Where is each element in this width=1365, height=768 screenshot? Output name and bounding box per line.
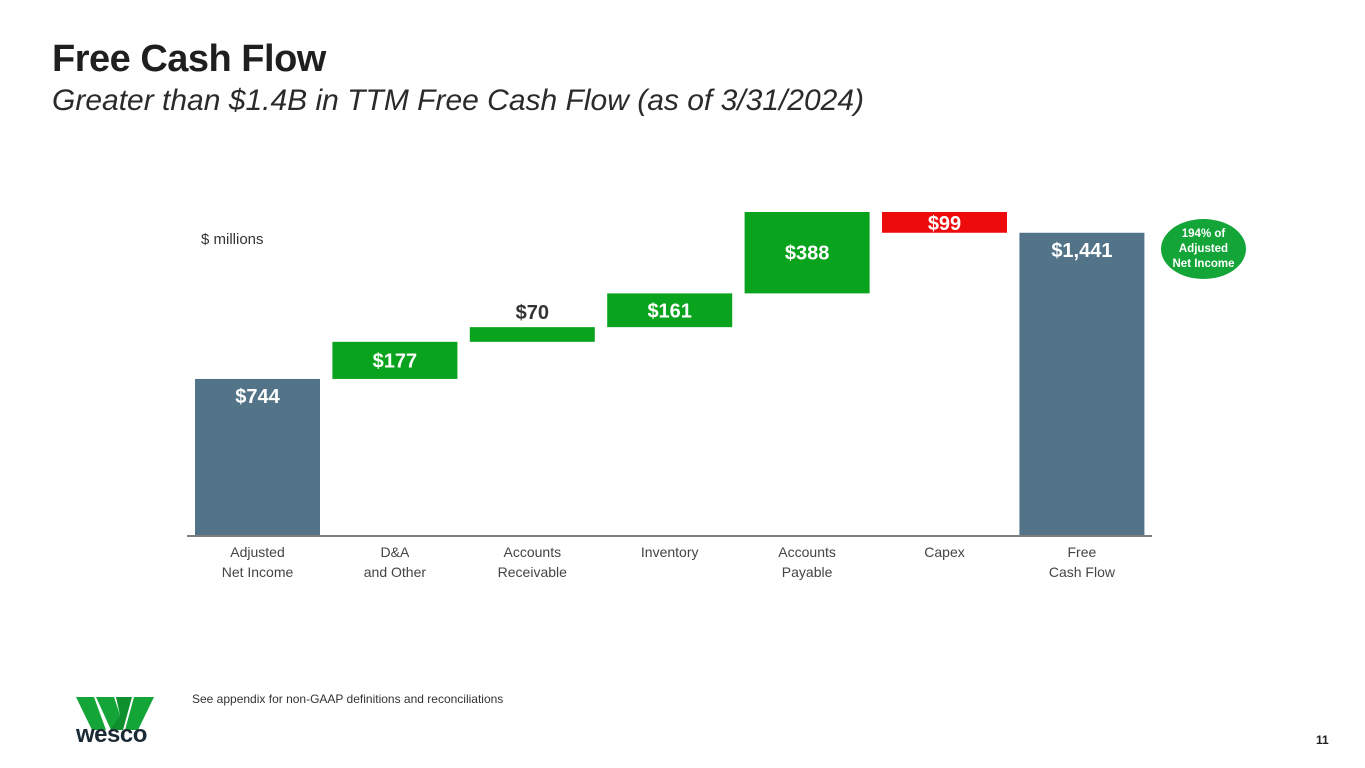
bar-6 xyxy=(1019,232,1145,535)
data-label-1: $177 xyxy=(373,350,418,372)
footnote: See appendix for non-GAAP definitions an… xyxy=(192,692,504,706)
data-label-4: $388 xyxy=(785,243,830,265)
category-label-4: Accounts Payable xyxy=(778,544,836,580)
page-number: 11 xyxy=(1316,733,1329,747)
category-label-1: D&A and Other xyxy=(364,544,427,580)
bar-3 xyxy=(607,293,733,328)
data-label-2: $70 xyxy=(516,302,549,324)
bar-2 xyxy=(469,327,595,342)
wesco-logo-text: wesco xyxy=(76,721,147,748)
page-title: Free Cash Flow xyxy=(52,38,326,80)
badge-text: 194% of Adjusted Net Income xyxy=(1172,227,1235,270)
bar-4 xyxy=(744,212,870,294)
page-subtitle: Greater than $1.4B in TTM Free Cash Flow… xyxy=(52,84,865,117)
data-label-3: $161 xyxy=(647,300,692,322)
bar-5 xyxy=(882,212,1007,233)
category-label-2: Accounts Receivable xyxy=(498,544,567,580)
data-label-6: $1,441 xyxy=(1051,240,1112,262)
data-label-5: $99 xyxy=(928,213,961,235)
net-income-ratio-badge: 194% of Adjusted Net Income xyxy=(1161,219,1246,279)
category-label-0: Adjusted Net Income xyxy=(222,544,294,580)
bar-1 xyxy=(332,341,458,379)
bar-0 xyxy=(195,378,320,535)
category-label-5: Capex xyxy=(924,544,964,560)
category-label-6: Free Cash Flow xyxy=(1049,544,1116,580)
category-label-3: Inventory xyxy=(641,544,699,560)
data-label-0: $744 xyxy=(235,386,280,408)
units-label: $ millions xyxy=(201,231,264,248)
wesco-logo-icon xyxy=(76,697,154,730)
